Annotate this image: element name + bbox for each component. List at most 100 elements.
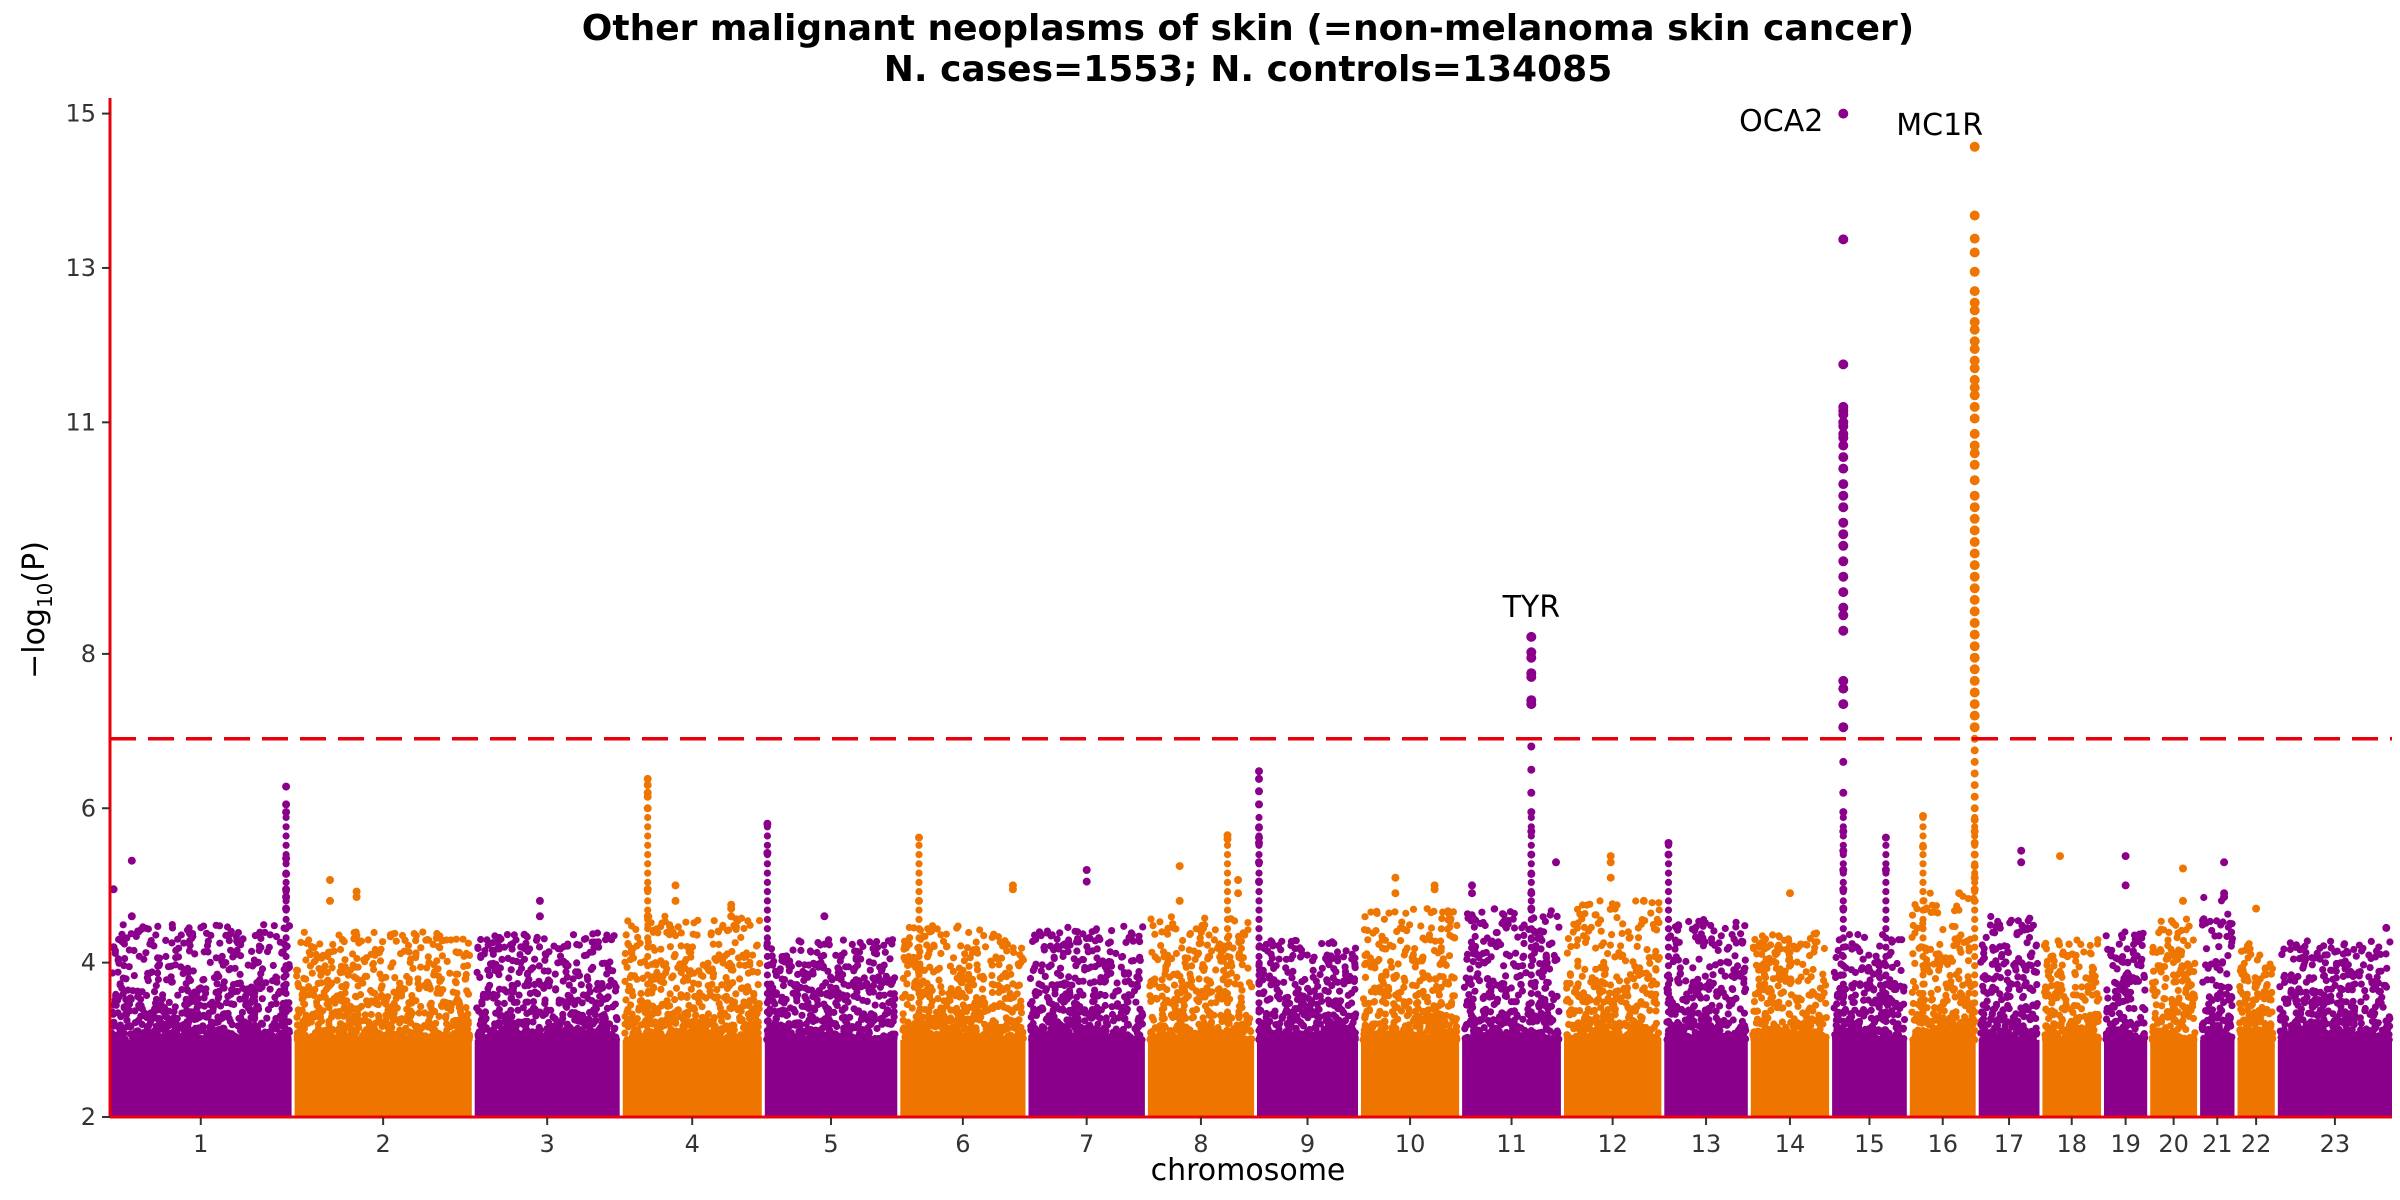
- data-point: [321, 962, 329, 970]
- data-point: [531, 955, 539, 963]
- data-point: [396, 1019, 404, 1027]
- data-point: [942, 943, 951, 951]
- data-point: [569, 975, 577, 983]
- data-point: [575, 971, 584, 980]
- data-point: [405, 948, 413, 956]
- data-point: [1196, 934, 1204, 942]
- data-point: [1009, 1036, 1017, 1044]
- data-point: [269, 977, 277, 985]
- data-point: [360, 956, 368, 964]
- data-point: [809, 959, 818, 967]
- data-point: [1029, 966, 1037, 975]
- data-point: [903, 970, 912, 978]
- data-point: [965, 1028, 973, 1036]
- data-point: [1108, 1003, 1116, 1011]
- data-point: [1336, 987, 1344, 995]
- data-point: [520, 1018, 528, 1027]
- data-point: [1231, 917, 1239, 925]
- data-point: [673, 1006, 682, 1014]
- data-point: [148, 1035, 156, 1043]
- data-point: [1066, 1019, 1074, 1028]
- data-point: [734, 1006, 742, 1014]
- data-point: [1057, 972, 1065, 980]
- data-point: [607, 976, 615, 985]
- data-point: [899, 1010, 907, 1018]
- data-point: [389, 959, 397, 967]
- data-point: [376, 1018, 384, 1026]
- data-point: [1200, 964, 1208, 972]
- data-point: [246, 1035, 254, 1043]
- data-point: [265, 1033, 273, 1041]
- data-point: [131, 1007, 139, 1015]
- data-point: [300, 928, 308, 936]
- data-point: [352, 928, 360, 936]
- data-point: [605, 982, 613, 990]
- data-point: [1275, 1025, 1283, 1033]
- data-point: [482, 1024, 490, 1032]
- data-point: [464, 939, 472, 947]
- data-point: [1159, 983, 1167, 991]
- data-point: [162, 952, 170, 961]
- data-point: [1309, 966, 1317, 975]
- data-point: [483, 936, 491, 944]
- data-point: [687, 985, 695, 993]
- data-point: [228, 986, 236, 994]
- data-point: [529, 998, 538, 1006]
- data-point: [1074, 958, 1082, 966]
- data-point: [945, 1025, 954, 1033]
- data-point: [568, 1009, 576, 1017]
- data-point: [375, 949, 383, 957]
- data-point: [1087, 963, 1095, 971]
- data-point: [349, 950, 357, 958]
- data-point: [697, 971, 705, 979]
- data-point: [863, 997, 871, 1006]
- data-point: [209, 1020, 217, 1028]
- data-point: [794, 991, 802, 999]
- data-point: [722, 992, 731, 1000]
- data-point: [391, 929, 399, 938]
- data-point: [332, 995, 340, 1003]
- data-point: [570, 986, 578, 995]
- data-point: [1268, 954, 1276, 962]
- data-point: [819, 982, 827, 990]
- data-point: [260, 921, 268, 929]
- data-point: [1118, 953, 1126, 961]
- data-point: [1191, 955, 1199, 964]
- data-point: [312, 1009, 320, 1017]
- data-point: [869, 988, 878, 996]
- data-point: [379, 938, 387, 946]
- data-point: [353, 975, 361, 983]
- chromosome-band-8: [1147, 1039, 1255, 1117]
- data-point: [435, 1012, 443, 1021]
- data-point: [708, 980, 716, 989]
- data-point: [452, 979, 460, 987]
- data-point: [244, 961, 252, 969]
- data-point: [563, 1020, 571, 1028]
- data-point: [594, 979, 602, 988]
- data-point: [866, 938, 874, 946]
- data-point: [809, 1017, 817, 1026]
- data-point: [588, 938, 596, 946]
- data-point: [479, 992, 487, 1001]
- data-point: [840, 1036, 849, 1044]
- data-point: [738, 1031, 746, 1039]
- data-point: [489, 950, 497, 958]
- data-point: [1018, 954, 1026, 962]
- data-point: [667, 924, 675, 932]
- data-point: [709, 940, 717, 948]
- data-point: [1106, 948, 1114, 956]
- data-point: [171, 961, 179, 969]
- data-point: [441, 1032, 449, 1040]
- data-point: [1000, 1003, 1008, 1011]
- data-point: [232, 1036, 240, 1044]
- data-point: [997, 1034, 1005, 1042]
- chromosome-band-9: [1257, 1039, 1358, 1117]
- data-point: [516, 1030, 524, 1038]
- data-point: [625, 1036, 633, 1044]
- data-point: [242, 1001, 250, 1009]
- data-point: [832, 999, 840, 1007]
- data-point: [721, 1036, 729, 1044]
- data-point: [355, 939, 363, 947]
- data-point: [116, 1021, 124, 1029]
- data-point: [657, 977, 665, 986]
